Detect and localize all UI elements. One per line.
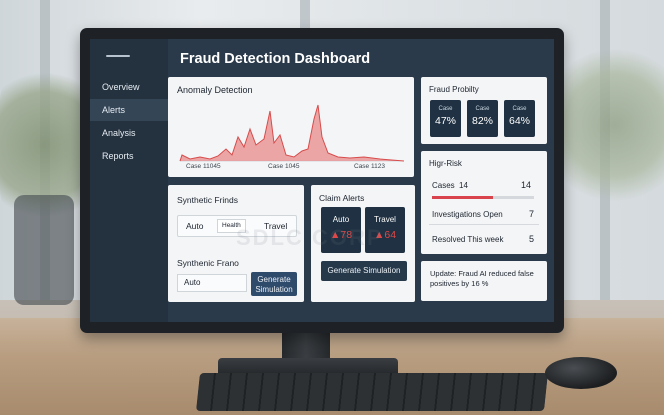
investigations-value: 7: [529, 209, 535, 219]
card-title: Synthetic Frinds: [177, 195, 238, 205]
anomaly-detection-card: Anomaly Detection Case 11045 Case 1045 C…: [168, 77, 414, 177]
probability-value: 64%: [508, 115, 530, 127]
cases-label: Cases: [432, 181, 455, 190]
update-text: Update: Fraud AI reduced false positives…: [430, 269, 534, 288]
probability-value: 82%: [471, 115, 493, 127]
generate-simulation-button[interactable]: Generate Simulation: [251, 272, 297, 296]
keyboard: [196, 373, 548, 411]
category-auto[interactable]: Auto: [186, 221, 204, 231]
type-input[interactable]: Auto: [177, 274, 247, 292]
x-tick-label: Case 1123: [354, 163, 385, 170]
watermark: SDLC CORP: [236, 225, 384, 250]
claim-alert-label: Auto: [332, 215, 350, 224]
resolved-value: 5: [529, 234, 535, 244]
background-chair: [14, 195, 74, 305]
probability-box[interactable]: Case 64%: [504, 100, 535, 137]
sidebar-item-analysis[interactable]: Analysis: [102, 128, 136, 138]
sidebar: Overview Alerts Analysis Reports: [90, 39, 168, 322]
mouse: [545, 357, 617, 389]
probability-box[interactable]: Case 47%: [430, 100, 461, 137]
category-travel[interactable]: Travel: [264, 221, 288, 231]
menu-icon[interactable]: [106, 55, 130, 57]
anomaly-area: [180, 105, 404, 161]
page-title: Fraud Detection Dashboard: [180, 51, 371, 67]
synthetic-fraud-card: Synthetic Frinds Auto Health Travel Synt…: [168, 185, 304, 302]
x-tick-label: Case 1045: [268, 163, 300, 170]
anomaly-chart: [179, 104, 405, 162]
dashboard-screen: Overview Alerts Analysis Reports Fraud D…: [90, 39, 554, 322]
fraud-probability-card: Fraud Probilty Case 47% Case 82% Case 64…: [421, 77, 547, 144]
claim-alerts-card: Claim Alerts Auto ▲78 Travel ▲64 Generat…: [311, 185, 415, 302]
x-tick-label: Case 11045: [186, 163, 221, 170]
probability-box[interactable]: Case 82%: [467, 100, 498, 137]
claim-alert-value: ▲64: [373, 229, 397, 241]
investigations-label: Investigations Open: [432, 210, 503, 219]
card-title: Higr-Risk: [429, 159, 462, 168]
high-risk-card: Higr-Risk Cases 14 14 Investigations Ope…: [421, 151, 547, 254]
card-title: Claim Alerts: [319, 193, 365, 203]
monitor: Overview Alerts Analysis Reports Fraud D…: [80, 28, 564, 333]
probability-label: Case: [438, 106, 453, 112]
claim-alert-travel[interactable]: Travel ▲64: [365, 207, 405, 253]
card-title: Fraud Probilty: [429, 85, 479, 94]
probability-label: Case: [475, 106, 490, 112]
divider: [429, 224, 539, 225]
card-title: Synthenic Frano: [177, 258, 239, 268]
category-selector: Auto Health Travel: [177, 215, 297, 237]
claim-alert-value: ▲78: [329, 229, 353, 241]
sidebar-item-reports[interactable]: Reports: [102, 151, 134, 161]
risk-progress-track: [432, 196, 534, 199]
sidebar-item-overview[interactable]: Overview: [102, 82, 140, 92]
cases-inline-value: 14: [459, 181, 468, 190]
background-plant: [560, 40, 664, 210]
card-title: Anomaly Detection: [177, 85, 253, 95]
risk-progress-fill: [432, 196, 494, 199]
resolved-label: Resolved This week: [432, 235, 504, 244]
category-health[interactable]: Health: [217, 219, 246, 233]
claim-alert-label: Travel: [374, 215, 396, 224]
cases-value: 14: [521, 180, 532, 190]
probability-value: 47%: [434, 115, 456, 127]
probability-label: Case: [512, 106, 527, 112]
claim-alert-auto[interactable]: Auto ▲78: [321, 207, 361, 253]
update-card: Update: Fraud AI reduced false positives…: [421, 261, 547, 301]
sidebar-item-alerts[interactable]: Alerts: [90, 99, 168, 121]
generate-simulation-button[interactable]: Generate Simulation: [321, 261, 407, 281]
anomaly-line: [179, 104, 405, 162]
